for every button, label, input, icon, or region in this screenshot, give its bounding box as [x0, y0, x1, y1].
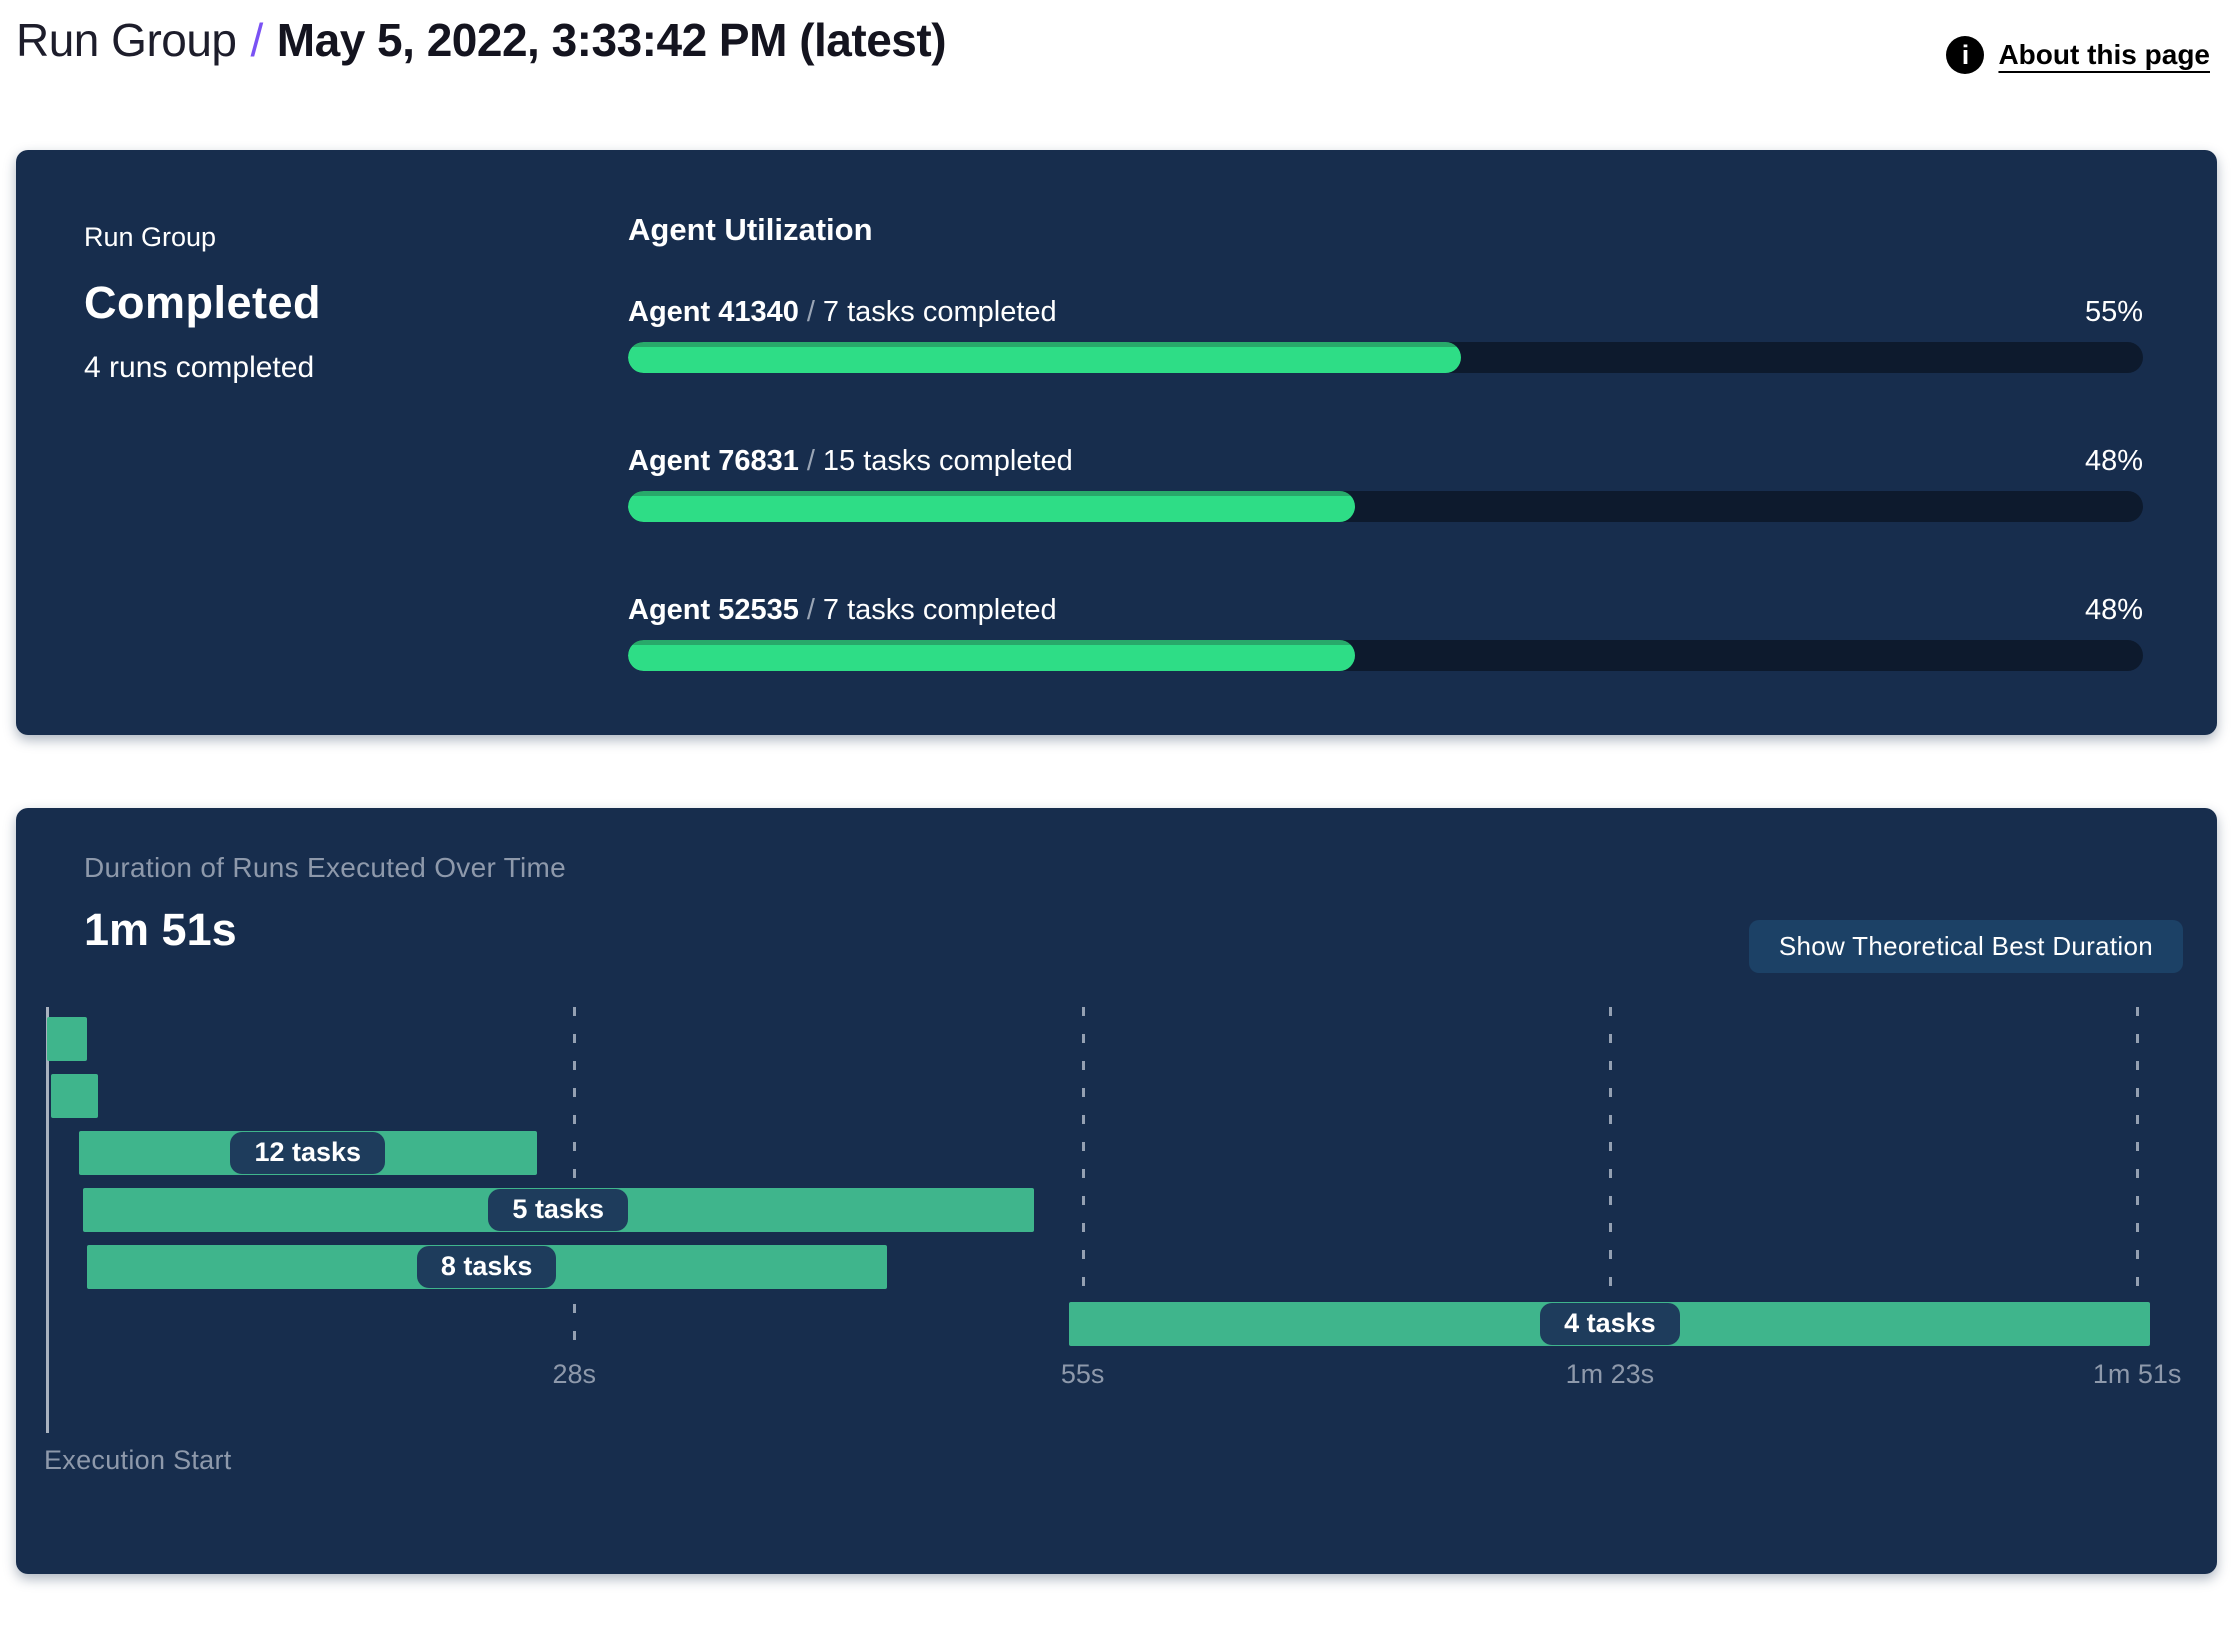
- gridline: [2136, 1007, 2140, 1347]
- agent-utilization-bar-fill: [628, 342, 1462, 373]
- agent-label: Agent 52535/7 tasks completed: [628, 594, 1057, 627]
- about-this-page-label: About this page: [1998, 39, 2210, 70]
- run-duration-bar[interactable]: 8 tasks: [86, 1245, 887, 1289]
- gridline: [1608, 1007, 1612, 1347]
- info-icon: i: [1946, 36, 1985, 74]
- agent-utilization-bar-fill: [628, 491, 1356, 522]
- duration-panel: Duration of Runs Executed Over Time 1m 5…: [16, 808, 2217, 1574]
- task-count-badge: 5 tasks: [488, 1189, 628, 1231]
- agent-utilization-bar-track: [628, 342, 2143, 373]
- agent-utilization-row: Agent 52535/7 tasks completed 48%: [628, 594, 2143, 671]
- agent-name: Agent 52535: [628, 594, 799, 626]
- axis-tick-label: 28s: [552, 1359, 597, 1389]
- agent-utilization-row: Agent 41340/7 tasks completed 55%: [628, 296, 2143, 373]
- run-duration-bar[interactable]: 12 tasks: [79, 1131, 537, 1175]
- breadcrumb-separator: /: [250, 14, 264, 66]
- agent-label-separator: /: [806, 594, 815, 626]
- agent-label-separator: /: [806, 445, 815, 477]
- runs-completed-count: 4 runs completed: [84, 351, 315, 384]
- agent-utilization-bar-track: [628, 640, 2143, 671]
- run-group-status-block: Run Group Completed 4 runs completed: [84, 222, 321, 385]
- breadcrumb: Run Group / May 5, 2022, 3:33:42 PM (lates…: [16, 12, 947, 70]
- agent-tasks-completed: 7 tasks completed: [822, 594, 1057, 626]
- gantt-chart: 28s 55s 1m 23s 1m 51s 12 tasks 5 tasks 8 tasks…: [46, 1007, 2181, 1433]
- agent-label-separator: /: [806, 296, 815, 328]
- agent-utilization-row: Agent 76831/15 tasks completed 48%: [628, 445, 2143, 522]
- total-duration-value: 1m 51s: [84, 904, 237, 955]
- agent-name: Agent 76831: [628, 445, 799, 477]
- show-theoretical-best-duration-button[interactable]: Show Theoretical Best Duration: [1748, 920, 2183, 973]
- gridline: [573, 1007, 577, 1347]
- page-title: May 5, 2022, 3:33:42 PM (latest): [276, 14, 947, 66]
- axis-tick-label: 1m 51s: [2092, 1359, 2182, 1389]
- run-group-label: Run Group: [84, 222, 217, 252]
- run-group-summary-panel: Run Group Completed 4 runs completed Age…: [16, 150, 2217, 735]
- agent-utilization-percent: 48%: [2084, 594, 2143, 626]
- axis-tick-label: 1m 23s: [1565, 1359, 1655, 1389]
- agent-utilization-title: Agent Utilization: [628, 212, 873, 247]
- task-count-badge: 8 tasks: [416, 1246, 557, 1288]
- execution-start-axis-line: [46, 1007, 49, 1433]
- agent-label: Agent 41340/7 tasks completed: [628, 296, 1057, 329]
- breadcrumb-root[interactable]: Run Group: [16, 14, 237, 66]
- agent-utilization-bar-track: [628, 491, 2143, 522]
- about-this-page-link[interactable]: i About this page: [1946, 36, 2210, 74]
- run-duration-bar[interactable]: 4 tasks: [1069, 1302, 2151, 1346]
- agent-tasks-completed: 15 tasks completed: [822, 445, 1073, 477]
- page-header: Run Group / May 5, 2022, 3:33:42 PM (lates…: [0, 0, 2240, 74]
- agent-utilization-section: Agent Utilization Agent 41340/7 tasks co…: [628, 212, 2143, 743]
- execution-start-label: Execution Start: [44, 1445, 232, 1475]
- run-duration-bar[interactable]: [50, 1074, 98, 1118]
- agent-utilization-bar-fill: [628, 640, 1356, 671]
- agent-label: Agent 76831/15 tasks completed: [628, 445, 1073, 478]
- agent-utilization-percent: 55%: [2084, 296, 2143, 328]
- agent-utilization-percent: 48%: [2084, 445, 2143, 477]
- task-count-badge: 4 tasks: [1540, 1303, 1680, 1345]
- task-count-badge: 12 tasks: [230, 1132, 386, 1174]
- run-duration-bar[interactable]: 5 tasks: [82, 1188, 1034, 1232]
- axis-tick-label: 55s: [1060, 1359, 1105, 1389]
- run-group-status: Completed: [84, 277, 322, 328]
- agent-tasks-completed: 7 tasks completed: [822, 296, 1057, 328]
- duration-chart-title: Duration of Runs Executed Over Time: [84, 852, 567, 883]
- run-duration-bar[interactable]: [47, 1017, 87, 1061]
- gridline: [1081, 1007, 1085, 1347]
- agent-name: Agent 41340: [628, 296, 799, 328]
